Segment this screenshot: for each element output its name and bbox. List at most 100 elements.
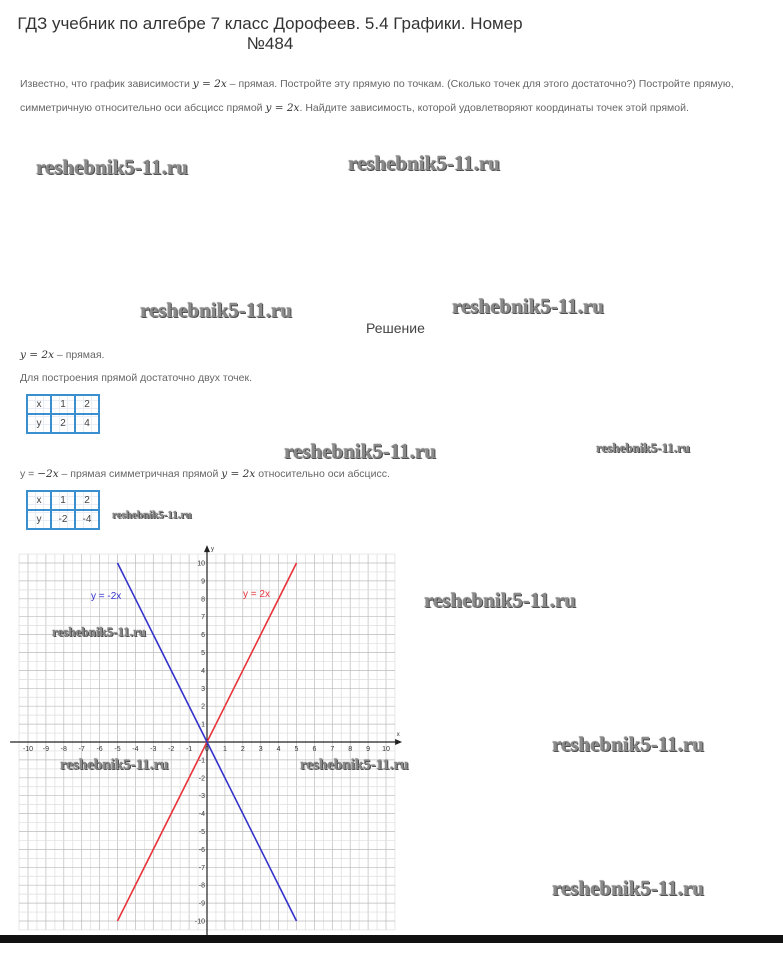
x-tick-label: -9	[43, 746, 49, 753]
table-cell: 2	[50, 413, 76, 434]
task-line-1: Известно, что график зависимости y = 2x …	[20, 77, 780, 91]
series-line	[116, 562, 298, 922]
y-tick-label: 8	[201, 596, 205, 603]
table-cell: 1	[50, 394, 76, 415]
x-tick-label: 9	[366, 746, 370, 753]
solution-text: – прямая.	[54, 349, 105, 361]
x-tick-label: -7	[79, 746, 85, 753]
formula: −2x	[37, 468, 59, 480]
x-tick-label: -8	[61, 746, 67, 753]
y-tick-label: -6	[199, 847, 205, 854]
table-cell: y	[26, 509, 52, 530]
y-tick-label: -7	[199, 865, 205, 872]
y-tick-label: 7	[201, 614, 205, 621]
x-axis-arrow	[395, 739, 403, 745]
series-label: y = 2x	[243, 589, 270, 600]
solution-heading: Решение	[366, 320, 425, 336]
table-cell: -4	[74, 509, 100, 530]
bottom-bar	[0, 935, 783, 943]
solution-line-3: y = −2x – прямая симметричная прямой y =…	[20, 467, 390, 481]
y-tick-label: -9	[199, 901, 205, 908]
y-tick-label: 5	[201, 650, 205, 657]
table-cell: x	[26, 394, 52, 415]
watermark: reshebnik5-11.ru	[140, 298, 292, 322]
table-cell: y	[26, 413, 52, 434]
solution-line-2: Для построения прямой достаточно двух то…	[20, 372, 252, 384]
watermark: reshebnik5-11.ru	[36, 155, 188, 179]
x-tick-label: -4	[132, 746, 138, 753]
y-tick-label: -1	[199, 757, 205, 764]
x-tick-label: 6	[312, 746, 316, 753]
y-axis-label: y	[211, 546, 214, 552]
x-tick-label: 5	[295, 746, 299, 753]
formula: y = 2x	[20, 349, 55, 361]
x-tick-label: 2	[241, 746, 245, 753]
x-tick-label: 10	[382, 746, 390, 753]
x-tick-label: 4	[277, 746, 281, 753]
task-text: Известно, что график зависимости	[20, 78, 193, 90]
y-tick-label: 6	[201, 632, 205, 639]
table-cell: -2	[50, 509, 76, 530]
task-text: – прямая. Постройте эту прямую по точкам…	[226, 78, 734, 90]
x-tick-label: -10	[23, 746, 33, 753]
y-axis-arrow	[204, 545, 210, 553]
y-tick-label: 10	[197, 561, 205, 568]
task-text: симметричную относительно оси абсцисс пр…	[20, 102, 266, 114]
task-text: . Найдите зависимость, которой удовлетво…	[299, 102, 689, 114]
x-tick-label: -5	[114, 746, 120, 753]
y-tick-label: -10	[195, 919, 205, 926]
watermark: reshebnik5-11.ru	[300, 757, 409, 773]
y-tick-label: -4	[199, 811, 205, 818]
formula: y = 2x	[265, 102, 300, 114]
x-tick-label: -2	[168, 746, 174, 753]
watermark: reshebnik5-11.ru	[284, 439, 436, 463]
x-tick-label: 0	[205, 746, 209, 753]
solution-text: y =	[20, 468, 38, 480]
watermark: reshebnik5-11.ru	[112, 509, 192, 521]
table-cell: 1	[50, 490, 76, 511]
x-tick-label: 1	[223, 746, 227, 753]
watermark: reshebnik5-11.ru	[552, 732, 704, 756]
y-tick-label: 9	[201, 578, 205, 585]
y-tick-label: 1	[201, 722, 205, 729]
watermark: reshebnik5-11.ru	[452, 294, 604, 318]
table-cell: 2	[74, 490, 100, 511]
x-tick-label: 3	[259, 746, 263, 753]
y-tick-label: -3	[199, 793, 205, 800]
table-row-y: y -2 -4	[26, 509, 100, 530]
watermark: reshebnik5-11.ru	[596, 440, 691, 455]
series-label: y = -2x	[91, 591, 121, 602]
table-cell: x	[26, 490, 52, 511]
watermark: reshebnik5-11.ru	[60, 757, 169, 773]
y-tick-label: 3	[201, 686, 205, 693]
table-cell: 4	[74, 413, 100, 434]
table-cell: 2	[74, 394, 100, 415]
page-title: ГДЗ учебник по алгебре 7 класс Дорофеев.…	[17, 14, 523, 53]
watermark: reshebnik5-11.ru	[552, 876, 704, 900]
x-tick-label: 8	[348, 746, 352, 753]
watermark: reshebnik5-11.ru	[52, 624, 147, 639]
solution-text: относительно оси абсцисс.	[255, 468, 390, 480]
y-tick-label: -5	[199, 829, 205, 836]
y-tick-label: 4	[201, 668, 205, 675]
x-axis-label: x	[397, 732, 400, 738]
x-tick-label: -6	[96, 746, 102, 753]
solution-line-1: y = 2x – прямая.	[20, 348, 104, 362]
formula: y = 2x	[192, 78, 227, 90]
x-tick-label: -3	[150, 746, 156, 753]
formula: y = 2x	[221, 468, 256, 480]
y-tick-label: -8	[199, 883, 205, 890]
x-tick-label: 7	[330, 746, 334, 753]
watermark: reshebnik5-11.ru	[424, 588, 576, 612]
x-tick-label: -1	[186, 746, 192, 753]
watermark: reshebnik5-11.ru	[348, 151, 500, 175]
task-line-2: симметричную относительно оси абсцисс пр…	[20, 101, 780, 115]
y-tick-label: -2	[199, 775, 205, 782]
y-tick-label: 2	[201, 704, 205, 711]
